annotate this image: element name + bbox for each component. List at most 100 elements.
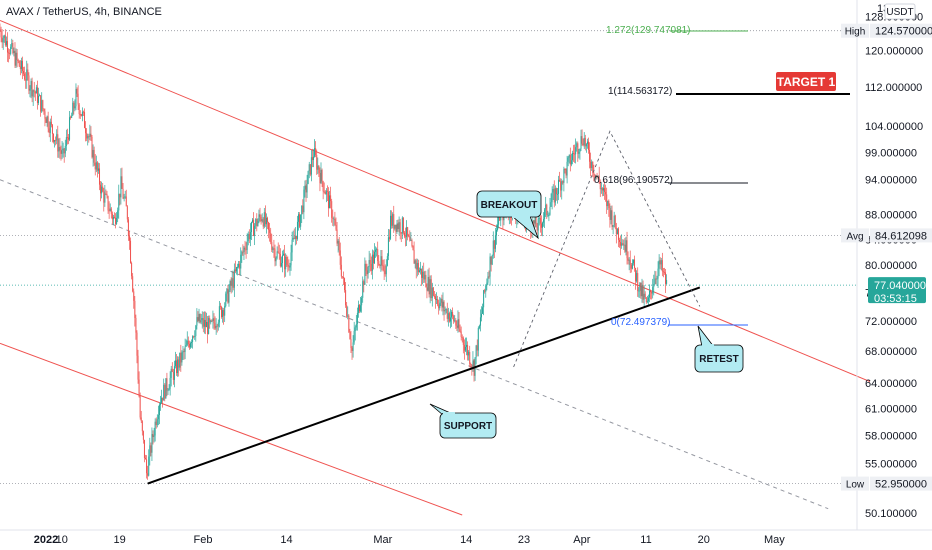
candle — [469, 345, 471, 368]
candle — [476, 339, 478, 357]
candle — [233, 263, 235, 298]
candle — [554, 185, 556, 206]
avg-marker[interactable]: Avg 84.612098 — [841, 228, 932, 243]
retest-callout[interactable]: RETEST — [694, 325, 744, 373]
candle — [86, 128, 88, 142]
candle — [411, 238, 413, 248]
support-callout[interactable]: SUPPORT — [429, 403, 497, 439]
candle — [565, 168, 567, 179]
candle — [448, 311, 450, 323]
x-tick-label: Feb — [194, 534, 213, 546]
candle — [302, 199, 304, 215]
candle — [199, 313, 201, 324]
candle — [619, 237, 621, 248]
candle — [487, 271, 489, 285]
y-tick-label: 64.000000 — [865, 378, 917, 390]
candle — [586, 138, 588, 149]
candle — [85, 121, 87, 142]
currency-badge[interactable]: USDT — [884, 3, 916, 20]
candle — [364, 257, 366, 285]
candle — [133, 288, 135, 309]
candle — [261, 213, 263, 223]
candle — [559, 171, 561, 182]
candle — [200, 314, 202, 325]
candle — [150, 442, 152, 457]
candle — [459, 324, 461, 333]
candle — [413, 241, 415, 264]
candle — [62, 142, 64, 158]
candle — [87, 133, 89, 146]
candle — [287, 256, 289, 273]
candle — [613, 211, 615, 228]
candle — [33, 81, 35, 98]
candle — [152, 430, 154, 445]
candle — [227, 284, 229, 304]
fib-label-1272: 1.272(129.747081) — [606, 25, 691, 36]
candle — [391, 210, 393, 229]
candle — [414, 258, 416, 269]
candle — [290, 244, 292, 271]
candle — [348, 314, 350, 334]
fib-level-1272[interactable]: 1.272(129.747081) — [606, 25, 748, 36]
candle — [81, 107, 83, 122]
candle — [188, 340, 190, 350]
candle — [243, 245, 245, 261]
low-marker[interactable]: Low 52.950000 — [841, 476, 932, 491]
support-trendline[interactable] — [147, 286, 701, 485]
candle — [268, 221, 270, 239]
candle — [426, 283, 428, 299]
candle — [393, 205, 395, 233]
candle — [547, 210, 549, 218]
candle — [125, 189, 127, 207]
candle — [105, 189, 107, 195]
candle — [340, 256, 342, 279]
candle — [337, 238, 339, 253]
channel-upper-line[interactable] — [0, 19, 871, 383]
candle — [166, 372, 168, 397]
candle — [111, 211, 113, 225]
candle — [161, 389, 163, 404]
candle — [645, 297, 647, 304]
candle — [376, 247, 378, 257]
candle — [281, 250, 283, 273]
candle — [567, 156, 569, 167]
last-price-marker[interactable]: 77.040000 03:53:15 — [868, 277, 926, 305]
candle — [274, 244, 276, 267]
candle — [635, 267, 637, 290]
candle — [301, 205, 303, 223]
candle — [351, 346, 353, 360]
channel-lower-line[interactable] — [0, 342, 463, 516]
candle — [57, 125, 59, 158]
high-marker[interactable]: High 124.570000 — [841, 23, 932, 38]
fib-level-0618[interactable]: 0.618(96.190572) — [594, 175, 748, 186]
candles — [0, 23, 668, 480]
candle — [48, 121, 50, 138]
candle — [386, 253, 388, 267]
candle — [646, 295, 648, 304]
candle — [246, 233, 248, 254]
candle — [353, 321, 355, 345]
candle — [493, 239, 495, 259]
candle — [483, 289, 485, 316]
candle — [415, 258, 417, 279]
candle — [640, 282, 642, 300]
candle — [341, 276, 343, 279]
candle — [69, 110, 71, 142]
candle — [363, 279, 365, 293]
target-label[interactable]: TARGET 1 — [776, 72, 836, 91]
fib-level-1[interactable]: 1(114.563172) — [608, 86, 850, 97]
price-axis[interactable]: 128.000000120.000000112.000000104.000000… — [865, 11, 923, 520]
candle — [614, 214, 616, 230]
high-label: High — [845, 27, 866, 38]
candle — [215, 318, 217, 335]
fib-level-0[interactable]: 0(72.497379) — [611, 317, 748, 328]
breakout-callout[interactable]: BREAKOUT — [476, 190, 542, 240]
candle — [286, 254, 288, 267]
candle — [222, 307, 224, 323]
candle — [50, 115, 52, 128]
projection-path[interactable] — [513, 130, 701, 368]
candle — [224, 302, 226, 322]
candle — [238, 261, 240, 269]
